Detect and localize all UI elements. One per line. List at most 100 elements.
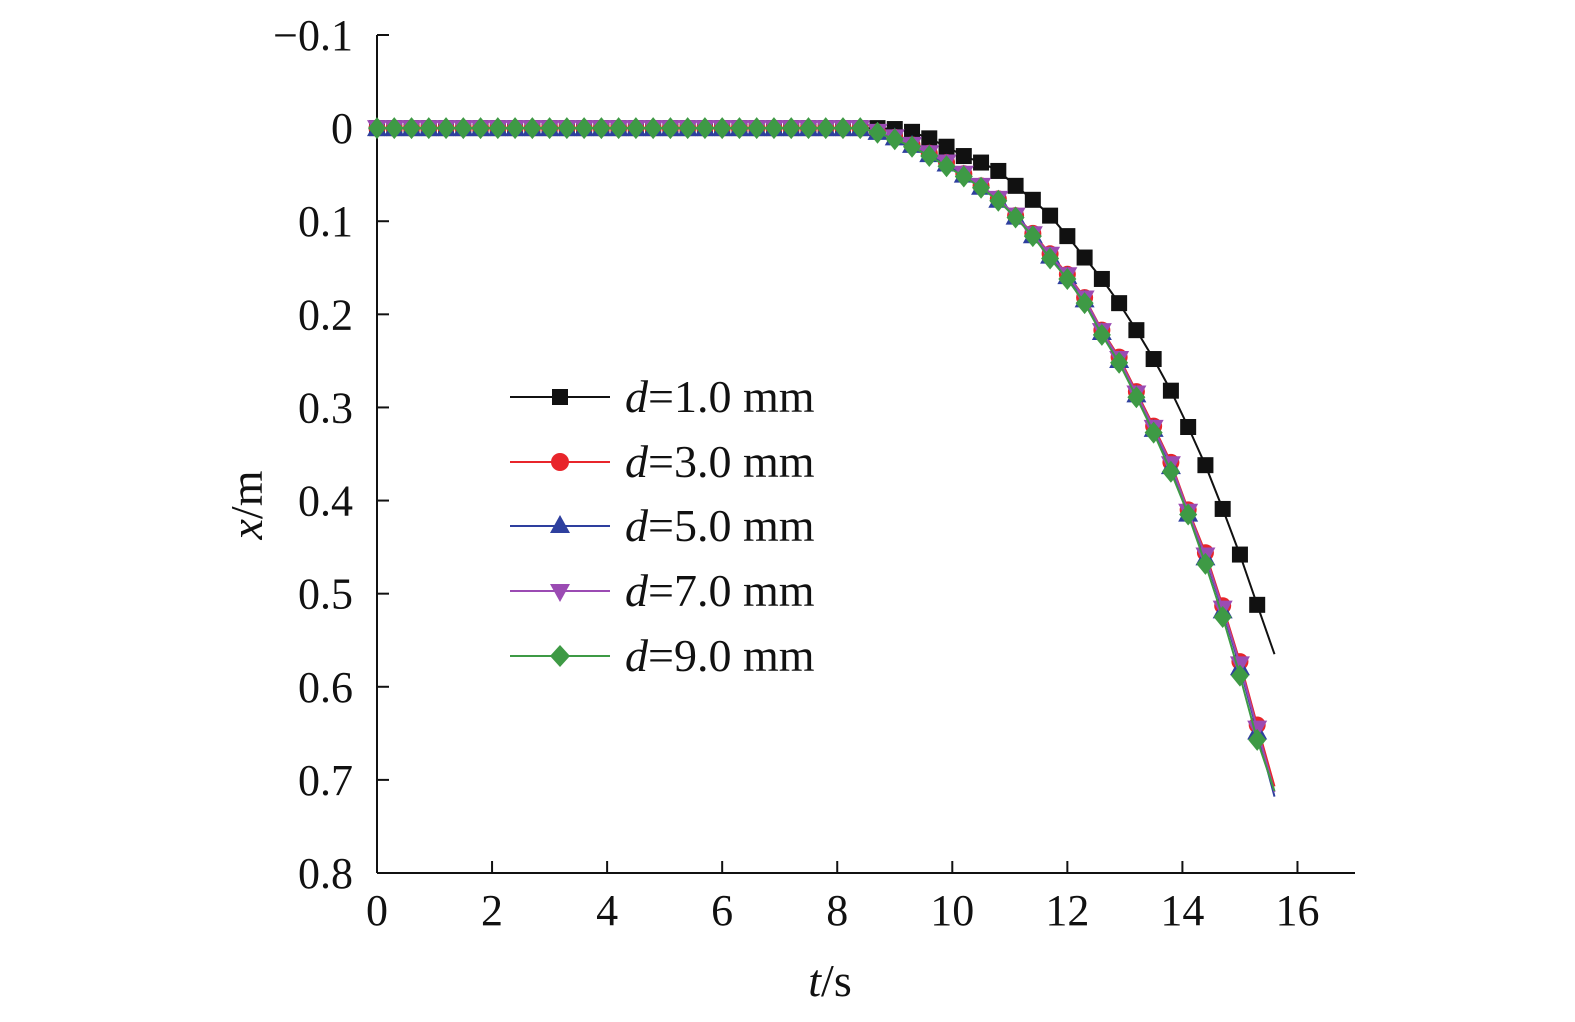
series-5-point xyxy=(1110,351,1129,374)
series-5-point xyxy=(437,117,456,140)
x-ticks: 0 2 4 6 8 10 12 14 16 xyxy=(366,861,1319,935)
series-5-point xyxy=(747,117,766,140)
y-axis-label-unit: /m xyxy=(221,470,272,519)
series-5-point xyxy=(488,117,507,140)
legend-label-3: d=5.0 mm xyxy=(625,500,815,551)
y-axis-label: x/m xyxy=(221,470,272,540)
series-5-point xyxy=(454,117,473,140)
series-1-point xyxy=(904,123,921,140)
y-tick-label: 0.4 xyxy=(298,477,353,526)
series-5-point xyxy=(1041,247,1060,270)
axes xyxy=(376,35,1355,874)
series-5-point xyxy=(1213,605,1232,628)
series-5-point xyxy=(661,117,680,140)
x-tick-label: 12 xyxy=(1045,886,1089,935)
legend-label-2-rest: =3.0 mm xyxy=(648,436,815,487)
series-5-point xyxy=(1230,664,1249,687)
x-axis-label-var: t xyxy=(808,955,822,1006)
x-tick-label: 10 xyxy=(930,886,974,935)
series-5-point xyxy=(885,128,904,151)
y-ticks: −0.1 0 0.1 0.2 0.3 0.4 0.5 0.6 0.7 0.8 xyxy=(273,11,389,898)
series-5-point xyxy=(851,117,870,140)
series-5-point xyxy=(540,117,559,140)
series-5-point xyxy=(523,117,542,140)
series-5-point xyxy=(1127,386,1146,409)
series-5-point xyxy=(695,117,714,140)
legend-label-5-rest: =9.0 mm xyxy=(648,630,815,681)
y-tick-label: 0.7 xyxy=(298,756,353,805)
series-5-point xyxy=(471,117,490,140)
x-tick-label: 2 xyxy=(481,886,503,935)
series-1-point xyxy=(1128,322,1145,339)
series-5-point xyxy=(833,117,852,140)
series-1-point xyxy=(1214,500,1231,517)
legend-entry-3: d=5.0 mm xyxy=(510,500,815,551)
series-5-point xyxy=(678,117,697,140)
y-tick-label: 0.1 xyxy=(298,197,353,246)
series-1-point xyxy=(1024,191,1041,208)
y-tick-label: 0.3 xyxy=(298,383,353,432)
series-1-point xyxy=(955,148,972,165)
series-1-point xyxy=(1162,382,1179,399)
series-1-point xyxy=(1111,295,1128,312)
series-5-point xyxy=(816,117,835,140)
series-5-point xyxy=(764,117,783,140)
series-5-point xyxy=(1006,206,1025,229)
legend-label-4: d=7.0 mm xyxy=(625,565,815,616)
series-5-point xyxy=(1058,267,1077,290)
series-5-point xyxy=(1196,552,1215,575)
series-5-point xyxy=(1092,323,1111,346)
series-5-point xyxy=(644,117,663,140)
series-1-point xyxy=(990,162,1007,179)
series-1-point xyxy=(921,130,938,147)
series-5-point xyxy=(626,117,645,140)
legend-label-5: d=9.0 mm xyxy=(625,630,815,681)
x-axis-label-unit: /s xyxy=(821,955,852,1006)
x-tick-label: 8 xyxy=(826,886,848,935)
series-5-point xyxy=(782,117,801,140)
series-5-point xyxy=(368,117,386,140)
series-1-point xyxy=(1093,270,1110,287)
series-1-point xyxy=(1042,207,1059,224)
series-1-point xyxy=(1249,596,1266,613)
series-5-point xyxy=(954,165,973,188)
series-1-point xyxy=(1059,228,1076,245)
x-tick-label: 4 xyxy=(596,886,618,935)
legend-label-3-var: d xyxy=(625,500,649,551)
series-layer xyxy=(367,117,1276,797)
y-tick-label: −0.1 xyxy=(273,11,353,60)
series-5-point xyxy=(713,117,732,140)
series-5-point xyxy=(730,117,749,140)
series-5-point xyxy=(799,117,818,140)
series-5-point xyxy=(419,117,438,140)
y-tick-label: 0.6 xyxy=(298,663,353,712)
legend-entry-4: d=7.0 mm xyxy=(510,565,815,616)
legend-label-2: d=3.0 mm xyxy=(625,436,815,487)
series-5-point xyxy=(575,117,594,140)
series-5-point xyxy=(868,121,887,144)
series-1-point xyxy=(1076,249,1093,266)
x-tick-label: 6 xyxy=(711,886,733,935)
x-tick-label: 0 xyxy=(366,886,388,935)
series-5-point xyxy=(903,135,922,158)
series-1-point xyxy=(1231,546,1248,563)
series-5-point xyxy=(920,145,939,168)
series-5-point xyxy=(385,117,404,140)
series-5-point xyxy=(609,117,628,140)
legend-label-4-var: d xyxy=(625,565,649,616)
legend-label-5-var: d xyxy=(625,630,649,681)
y-tick-label: 0.8 xyxy=(298,849,353,898)
series-5-point xyxy=(1023,225,1042,248)
legend-label-1: d=1.0 mm xyxy=(625,371,815,422)
legend-label-2-var: d xyxy=(625,436,649,487)
series-5-point xyxy=(1179,503,1198,526)
legend-entry-5: d=9.0 mm xyxy=(510,630,815,681)
series-5-point xyxy=(972,176,991,199)
series-1-point xyxy=(1145,351,1162,368)
legend-marker-2 xyxy=(551,453,569,471)
legend-label-4-rest: =7.0 mm xyxy=(648,565,815,616)
y-tick-label: 0.2 xyxy=(298,290,353,339)
legend-entry-1: d=1.0 mm xyxy=(510,371,815,422)
